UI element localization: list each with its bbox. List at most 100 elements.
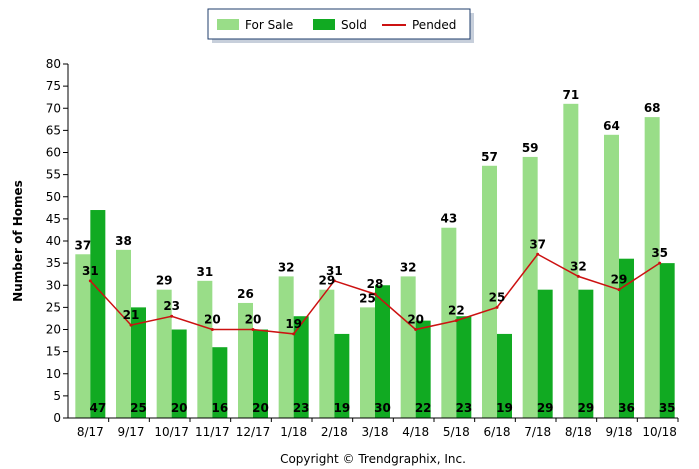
pended-point-8/17 [88,279,92,283]
legend-label-for-sale: For Sale [245,18,293,32]
label-for-sale-6/18: 57 [481,150,498,164]
y-axis-title: Number of Homes [11,180,25,302]
y-tick-label-50: 50 [46,190,61,204]
bar-for-sale-2/18 [319,289,335,418]
bar-for-sale-4/18 [400,276,416,418]
legend-label-pended: Pended [412,18,456,32]
bar-for-sale-1/18 [278,276,294,418]
x-tick-label-8/18: 8/18 [565,425,592,439]
label-for-sale-2/18: 29 [318,274,335,288]
label-for-sale-12/17: 26 [237,287,254,301]
pended-point-10/17 [170,314,174,318]
label-pended-8/17: 31 [82,264,99,278]
pended-point-1/18 [292,332,296,336]
copyright-footer: Copyright © Trendgraphix, Inc. [280,452,466,466]
label-pended-1/18: 19 [285,317,302,331]
axes [67,64,678,419]
x-tick-label-12/17: 12/17 [236,425,271,439]
label-pended-9/17: 21 [123,308,140,322]
x-tick-label-5/18: 5/18 [443,425,470,439]
pended-point-12/17 [251,328,255,331]
x-tick-label-7/18: 7/18 [524,425,551,439]
y-tick-label-20: 20 [46,323,61,337]
y-tick-label-40: 40 [46,234,61,248]
bar-sold-4/18 [415,320,431,418]
bar-sold-2/18 [334,333,350,418]
bar-sold-5/18 [456,316,472,418]
label-sold-10/17: 20 [171,401,188,415]
y-tick-label-80: 80 [46,57,61,71]
pended-line-group [88,252,662,336]
label-for-sale-9/17: 38 [115,234,132,248]
x-tick-label-9/17: 9/17 [118,425,145,439]
bar-sold-8/18 [578,289,594,418]
bar-sold-8/17 [90,210,106,418]
bar-for-sale-8/18 [563,103,579,418]
bar-for-sale-12/17 [238,302,253,418]
bar-sold-11/17 [212,347,228,418]
pended-point-5/18 [454,319,458,323]
pended-point-11/17 [210,328,214,331]
label-sold-6/18: 19 [496,401,513,415]
bar-sold-3/18 [375,285,390,418]
y-tick-label-45: 45 [46,212,61,226]
bar-sold-1/18 [293,316,309,418]
label-pended-8/18: 32 [570,259,587,273]
label-pended-7/18: 37 [529,237,546,251]
label-for-sale-5/18: 43 [440,212,457,226]
y-axis-ticks: 0 5 10 15 20 25 30 35 40 45 50 55 60 65 70 75 80 [46,57,68,425]
label-sold-10/18: 35 [659,401,676,415]
x-tick-label-10/18: 10/18 [642,425,677,439]
label-sold-9/18: 36 [618,401,635,415]
label-pended-6/18: 25 [489,290,506,304]
label-pended-10/17: 23 [163,299,180,313]
bar-for-sale-8/17 [75,254,91,418]
label-for-sale-4/18: 32 [400,260,417,274]
bar-sold-7/18 [537,289,553,418]
label-sold-4/18: 22 [415,401,432,415]
label-pended-3/18: 28 [367,277,384,291]
x-tick-label-9/18: 9/18 [606,425,633,439]
pended-point-9/17 [129,323,133,327]
legend-swatch-for-sale [217,19,239,30]
x-tick-label-1/18: 1/18 [280,425,307,439]
label-sold-8/17: 47 [89,401,106,415]
y-tick-label-15: 15 [46,345,61,359]
bar-for-sale-3/18 [360,307,375,418]
bar-sold-10/18 [659,263,675,418]
label-for-sale-3/18: 25 [359,291,376,305]
label-sold-2/18: 19 [333,401,350,415]
bar-for-sale-6/18 [482,165,497,418]
label-sold-3/18: 30 [374,401,391,415]
label-pended-5/18: 22 [448,304,465,318]
y-tick-label-70: 70 [46,101,61,115]
data-labels: 37 47 38 25 29 20 31 16 26 20 32 23 29 19 25 30 32 22 43 23… [74,88,675,415]
pended-point-6/18 [495,305,499,309]
bar-for-sale-9/18 [604,134,619,419]
legend-label-sold: Sold [341,18,367,32]
bar-for-sale-10/17 [156,289,172,418]
x-tick-label-11/17: 11/17 [195,425,230,439]
pended-point-10/18 [658,261,662,265]
x-tick-label-6/18: 6/18 [484,425,511,439]
pended-point-3/18 [373,292,377,296]
label-for-sale-7/18: 59 [522,141,539,155]
pended-point-9/18 [617,288,621,292]
label-pended-2/18: 31 [326,264,343,278]
x-tick-label-2/18: 2/18 [321,425,348,439]
pended-point-4/18 [414,328,418,331]
bar-for-sale-9/17 [116,249,131,418]
y-tick-label-25: 25 [46,300,61,314]
bar-sold-9/17 [131,307,146,418]
bar-sold-12/17 [253,329,268,418]
label-for-sale-10/17: 29 [156,274,173,288]
bar-marks [75,103,675,419]
bar-for-sale-7/18 [522,156,538,419]
label-sold-9/17: 25 [130,401,147,415]
label-for-sale-1/18: 32 [278,260,295,274]
label-pended-4/18: 20 [407,313,424,327]
y-tick-label-0: 0 [53,411,61,425]
label-sold-11/17: 16 [211,401,228,415]
